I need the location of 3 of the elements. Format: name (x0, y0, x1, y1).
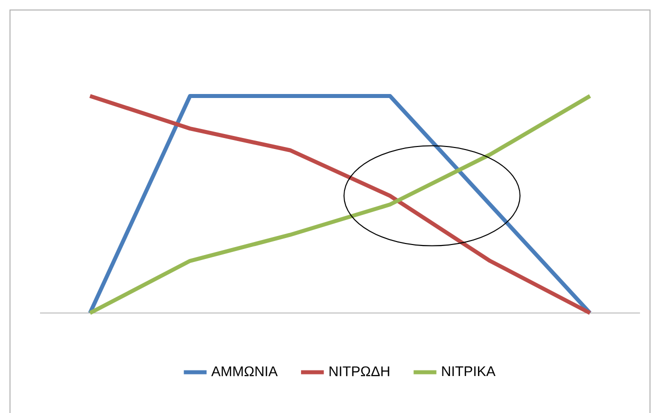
legend-label: ΝΙΤΡΩΔΗ (330, 366, 390, 376)
legend-label: ΝΙΤΡΙΚΑ (442, 366, 496, 376)
legend-label: ΑΜΜΩΝΙΑ (211, 366, 278, 376)
